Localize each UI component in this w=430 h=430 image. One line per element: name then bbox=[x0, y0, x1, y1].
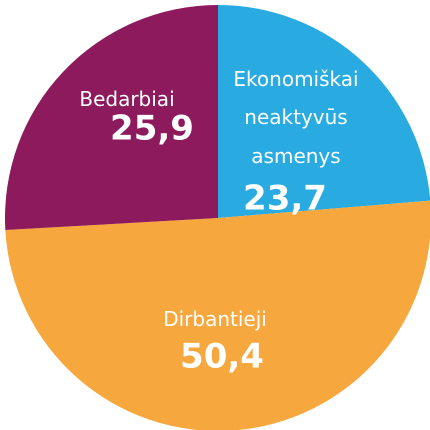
slice-label-line: Dirbantieji bbox=[163, 307, 267, 331]
slice-label: Dirbantieji bbox=[163, 307, 267, 331]
slice-label: Bedarbiai bbox=[79, 87, 174, 111]
slice-label-line: asmenys bbox=[251, 144, 340, 168]
slice-label-line: Bedarbiai bbox=[79, 87, 174, 111]
value-label: 50,4 bbox=[180, 337, 264, 377]
value-label: 25,9 bbox=[110, 109, 194, 149]
value-label: 23,7 bbox=[243, 179, 327, 219]
slice-label: Ekonomiškai neaktyvūs asmenys bbox=[233, 67, 358, 168]
pie-slice bbox=[218, 5, 430, 218]
slice-label-line: neaktyvūs bbox=[244, 105, 347, 129]
pie-slice bbox=[4, 5, 218, 231]
pie-slice bbox=[5, 200, 430, 430]
slice-label-line: Ekonomiškai bbox=[233, 67, 358, 91]
